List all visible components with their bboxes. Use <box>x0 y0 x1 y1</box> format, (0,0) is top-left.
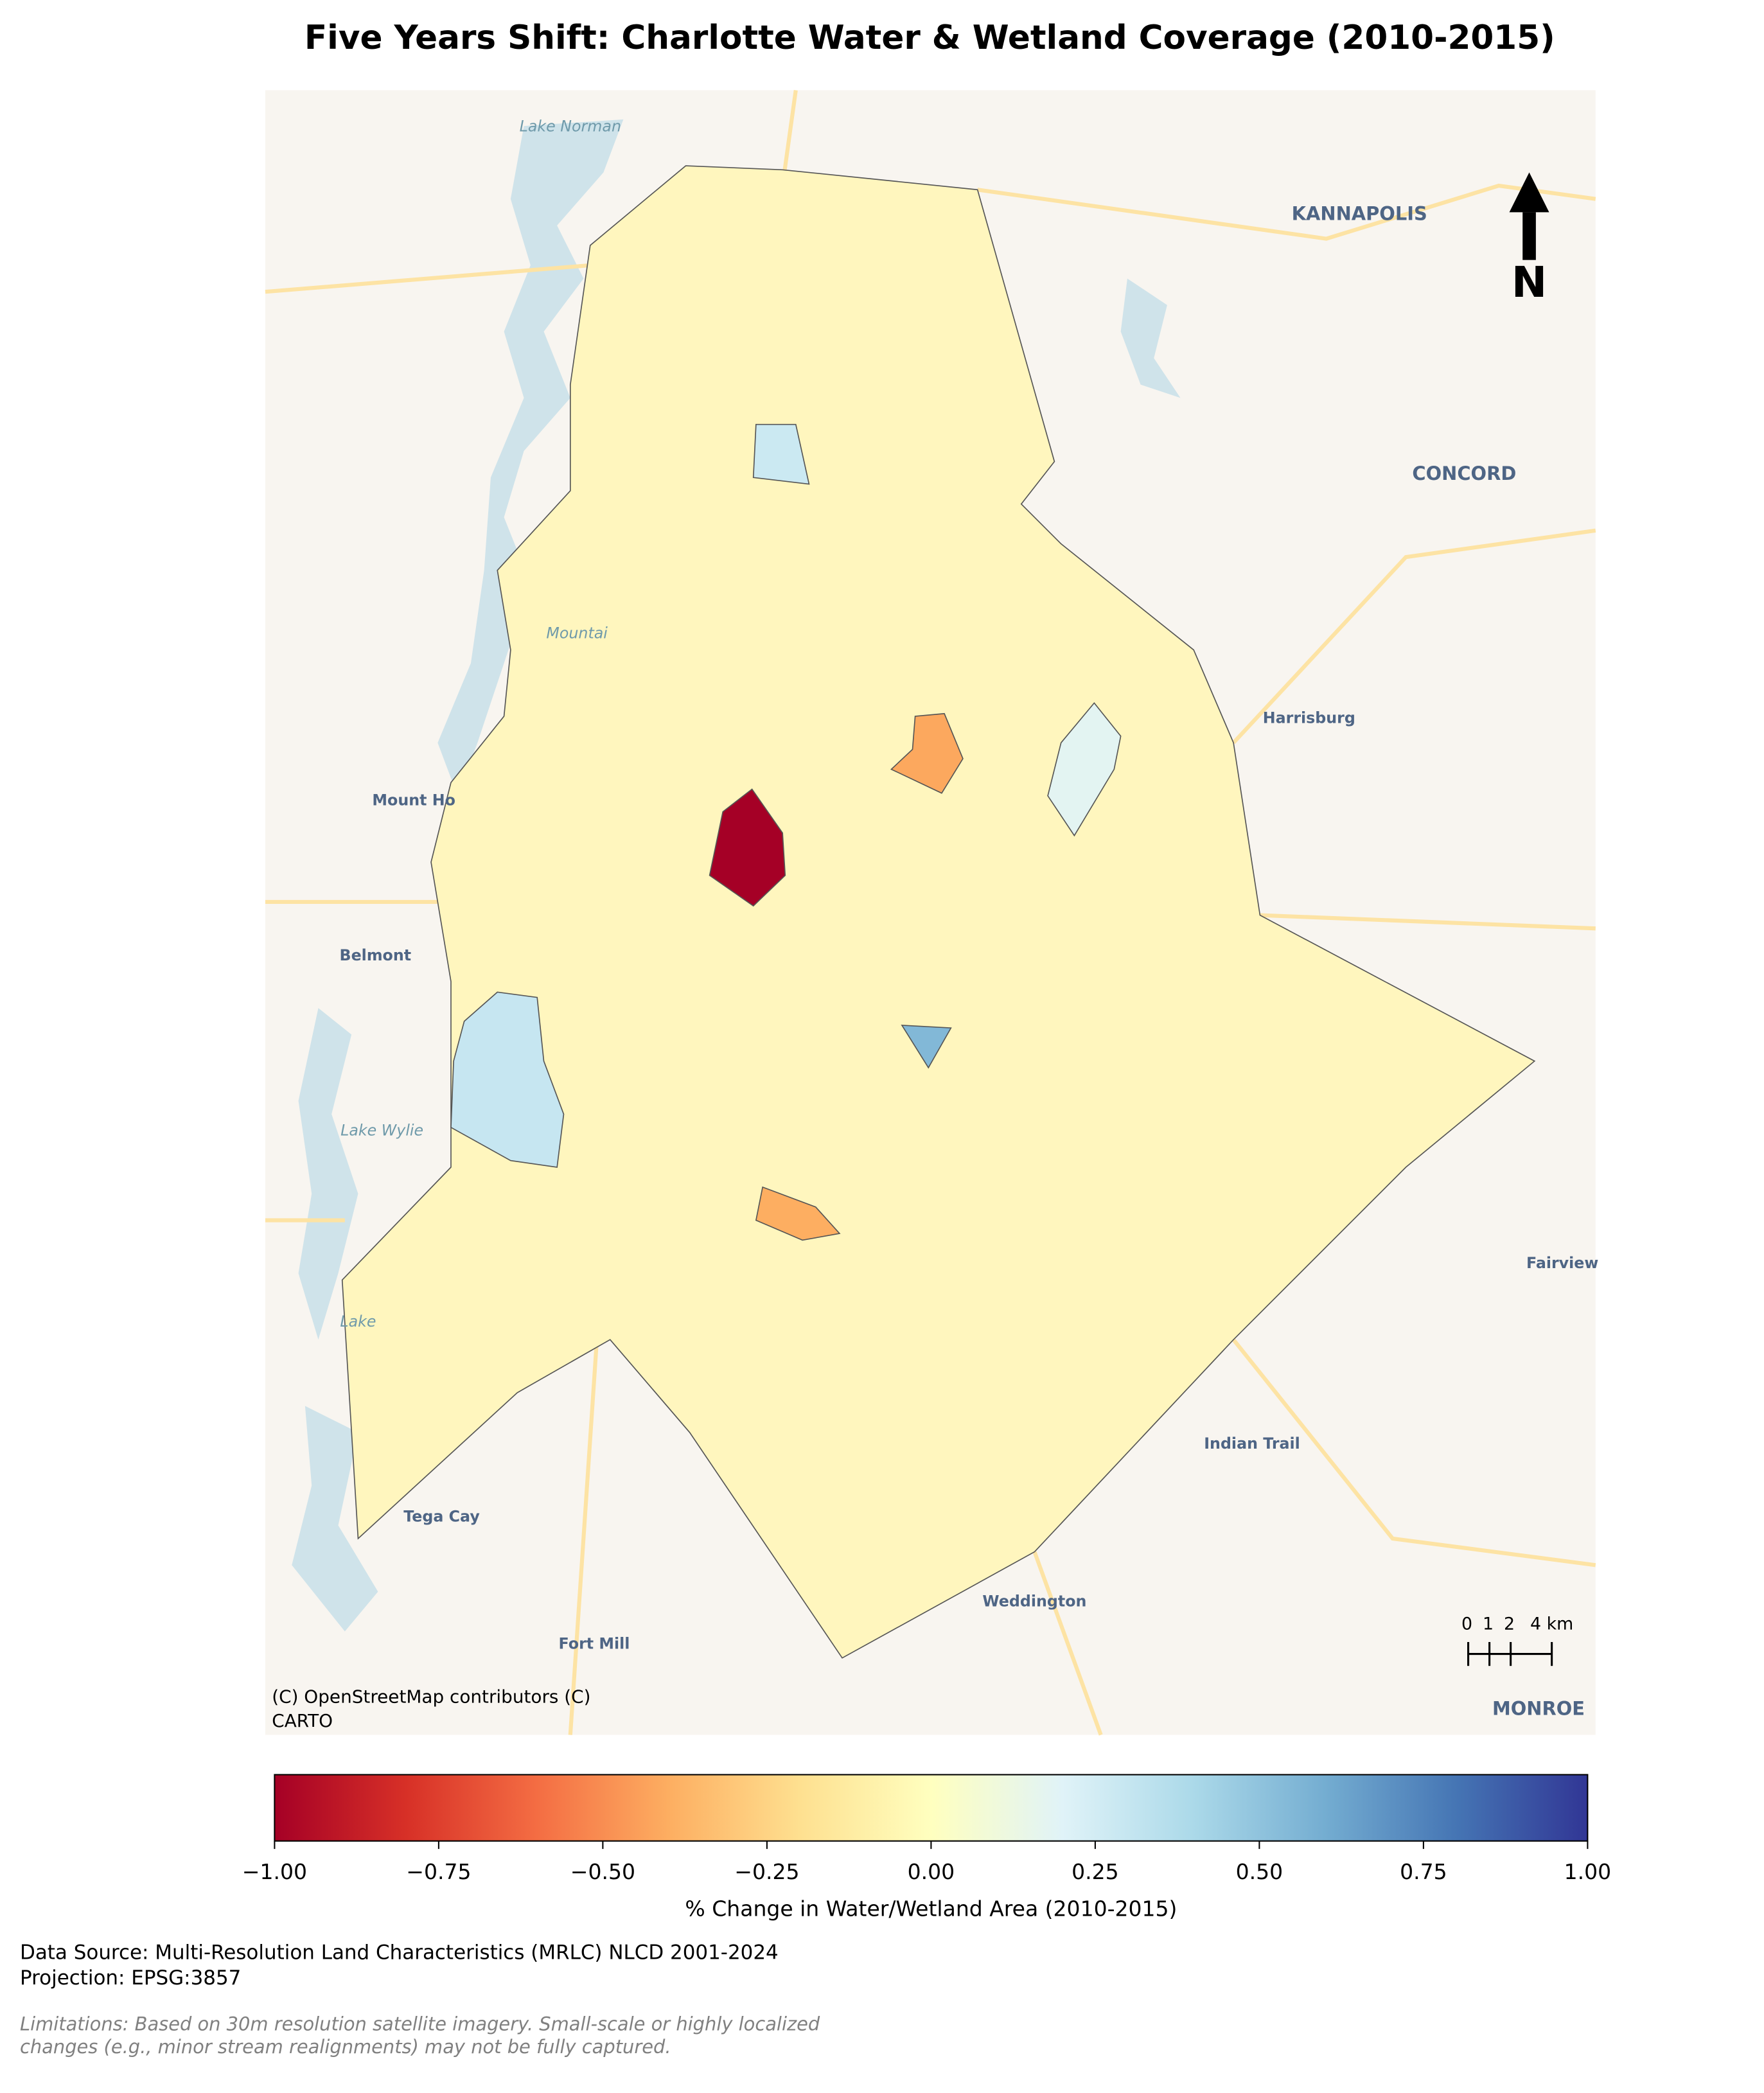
tracts <box>450 423 1122 1241</box>
place-label: Indian Trail <box>1204 1435 1300 1453</box>
place-label: Mount Ho <box>372 791 455 809</box>
colorbar <box>274 1774 1589 1842</box>
scale-label: 0 <box>1461 1614 1472 1634</box>
colorbar-label: % Change in Water/Wetland Area (2010-201… <box>685 1896 1177 1921</box>
place-label: Lake <box>340 1312 376 1330</box>
colorbar-tick-label: −0.75 <box>406 1859 471 1884</box>
tract <box>890 712 964 794</box>
source-note: Projection: EPSG:3857 <box>20 1966 241 1990</box>
north-label: N <box>1512 258 1547 307</box>
attribution: (C) OpenStreetMap contributors (C) <box>272 1686 590 1708</box>
colorbar-tick-label: 0.00 <box>908 1859 955 1884</box>
place-label: Mountai <box>546 624 608 642</box>
colorbar-tick-label: 0.75 <box>1400 1859 1447 1884</box>
tract <box>709 788 786 907</box>
scale-label: 4 km <box>1530 1614 1573 1634</box>
north-arrow: N <box>1509 172 1549 307</box>
colorbar-tick-label: 0.50 <box>1236 1859 1283 1884</box>
tract <box>755 1186 841 1241</box>
source-note: Data Source: Multi-Resolution Land Chara… <box>20 1941 779 1965</box>
scale-label: 1 <box>1483 1614 1494 1634</box>
basemap-water <box>292 119 1181 1632</box>
place-label: Fort Mill <box>559 1635 630 1653</box>
colorbar-tick-label: 1.00 <box>1564 1859 1612 1884</box>
place-label: MONROE <box>1492 1697 1585 1719</box>
place-label: Tega Cay <box>403 1507 480 1525</box>
colorbar-tick-label: −0.50 <box>570 1859 635 1884</box>
colorbar-axis: −1.00 −0.75 −0.50 −0.25 0.00 0.25 0.50 0.75 1.00 <box>242 1841 1611 1884</box>
colorbar-tick-label: 0.25 <box>1072 1859 1119 1884</box>
tract <box>752 423 810 485</box>
tract <box>450 991 565 1168</box>
limitations-note: changes (e.g., minor stream realignments… <box>20 2036 671 2058</box>
place-label: Fairview <box>1526 1254 1598 1272</box>
county-outline <box>341 165 1536 1659</box>
chart-title: Five Years Shift: Charlotte Water & Wetl… <box>304 19 1555 57</box>
place-label: KANNAPOLIS <box>1292 202 1427 224</box>
place-label: Weddington <box>982 1593 1086 1611</box>
colorbar-tick-label: −1.00 <box>242 1859 307 1884</box>
place-label: Lake Norman <box>520 118 621 136</box>
place-label: Lake Wylie <box>340 1122 423 1140</box>
scale-label: 2 <box>1504 1614 1515 1634</box>
tract <box>1047 702 1122 837</box>
scale-bar <box>1467 1642 1553 1666</box>
place-label: Belmont <box>340 946 412 964</box>
place-label: Harrisburg <box>1263 709 1355 727</box>
attribution: CARTO <box>272 1710 333 1731</box>
tract <box>901 1025 952 1069</box>
place-label: CONCORD <box>1412 463 1516 484</box>
colorbar-tick-label: −0.25 <box>734 1859 799 1884</box>
limitations-note: Limitations: Based on 30m resolution sat… <box>20 2013 820 2035</box>
place-labels: Lake Norman KANNAPOLIS CONCORD Harrisburg Mo… <box>340 118 1599 1720</box>
basemap-roads <box>265 89 1596 1736</box>
